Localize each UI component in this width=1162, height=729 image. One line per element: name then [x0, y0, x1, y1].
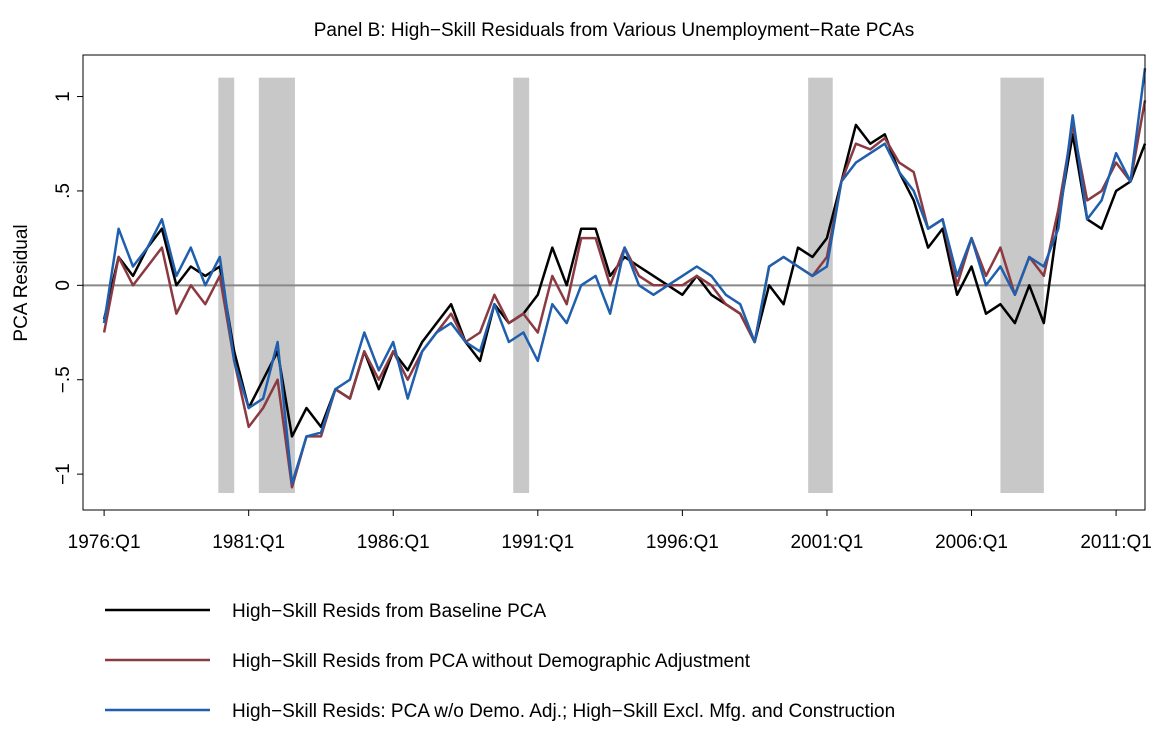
series-line: [102, 68, 1147, 485]
x-tick-label: 1991:Q1: [501, 532, 574, 553]
x-tick-label: 1981:Q1: [212, 532, 285, 553]
y-tick-label: 1: [53, 91, 74, 102]
y-tick-label: −.5: [53, 366, 74, 393]
y-tick-label: .5: [53, 183, 74, 199]
x-tick-label: 2006:Q1: [935, 532, 1008, 553]
x-tick-label: 1996:Q1: [646, 532, 719, 553]
y-axis-label: PCA Residual: [11, 224, 32, 341]
y-tick-label: −1: [53, 463, 74, 485]
plot-frame: [82, 54, 1146, 511]
chart-title: Panel B: High−Skill Residuals from Vario…: [314, 20, 915, 41]
x-tick-label: 1976:Q1: [68, 532, 141, 553]
legend-label: High−Skill Resids from PCA without Demog…: [232, 651, 751, 672]
x-tick-label: 1986:Q1: [357, 532, 430, 553]
x-tick-label: 2001:Q1: [790, 532, 863, 553]
y-tick-label: 0: [53, 280, 74, 291]
x-tick-label: 2011:Q1: [1080, 532, 1151, 553]
legend-label: High−Skill Resids from Baseline PCA: [232, 601, 546, 622]
legend-label: High−Skill Resids: PCA w/o Demo. Adj.; H…: [232, 701, 895, 722]
